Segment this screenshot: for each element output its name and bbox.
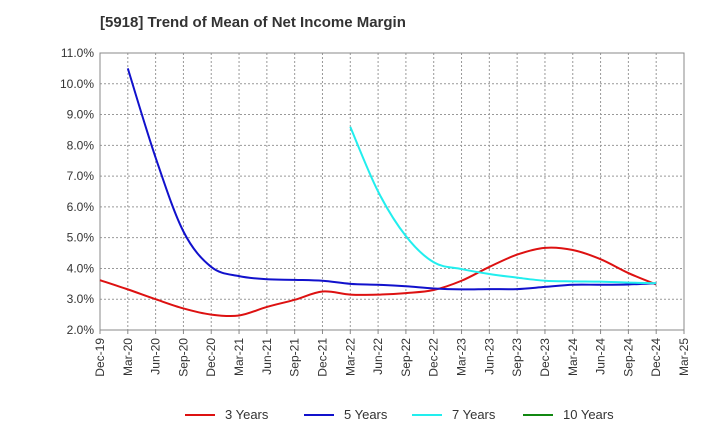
- x-tick-label: Jun-23: [482, 338, 496, 375]
- x-tick-label: Dec-19: [93, 338, 107, 377]
- legend-label-7-years: 7 Years: [452, 407, 496, 422]
- y-tick-label: 6.0%: [67, 200, 95, 214]
- y-tick-label: 9.0%: [67, 108, 95, 122]
- x-tick-label: Mar-21: [232, 338, 246, 376]
- grid-lines: [100, 53, 684, 330]
- legend-label-5-years: 5 Years: [344, 407, 388, 422]
- series-line-3-years: [99, 246, 657, 318]
- x-tick-label: Mar-24: [566, 338, 580, 376]
- chart-title: [5918] Trend of Mean of Net Income Margi…: [100, 14, 406, 31]
- x-tick-label: Jun-20: [149, 338, 163, 375]
- x-tick-label: Dec-23: [538, 338, 552, 377]
- x-tick-label: Jun-21: [260, 338, 274, 375]
- legend-label-10-years: 10 Years: [563, 407, 614, 422]
- x-tick-label: Dec-22: [427, 338, 441, 377]
- series-line-5-years: [126, 68, 657, 291]
- y-tick-label: 11.0%: [61, 46, 94, 60]
- axes: 2.0% 3.0% 4.0% 5.0% 6.0% 7.0% 8.0% 9.0% 10.0% 11.…: [60, 46, 691, 377]
- x-tick-label: Dec-21: [315, 338, 329, 377]
- x-tick-label: Jun-24: [594, 338, 608, 375]
- x-tick-label: Mar-22: [343, 338, 357, 376]
- y-tick-label: 4.0%: [67, 261, 95, 275]
- x-tick-label: Sep-23: [510, 338, 524, 377]
- plot-frame: [99, 52, 685, 331]
- x-tick-label: Mar-25: [677, 338, 691, 376]
- x-tick-label: Jun-22: [371, 338, 385, 375]
- y-tick-label: 5.0%: [67, 231, 95, 245]
- x-tick-label: Dec-24: [649, 338, 663, 377]
- legend: 3 Years 5 Years 7 Years 10 Years: [185, 407, 614, 422]
- x-tick-label: Sep-22: [399, 338, 413, 377]
- legend-label-3-years: 3 Years: [225, 407, 269, 422]
- series-line-7-years: [349, 126, 657, 285]
- y-tick-label: 10.0%: [60, 77, 94, 91]
- y-tick-label: 7.0%: [67, 169, 95, 183]
- x-tick-label: Sep-21: [288, 338, 302, 377]
- x-tick-label: Mar-20: [121, 338, 135, 376]
- x-tick-label: Sep-20: [176, 338, 190, 377]
- x-tick-label: Sep-24: [621, 338, 635, 377]
- y-tick-label: 8.0%: [67, 138, 95, 152]
- x-tick-label: Dec-20: [204, 338, 218, 377]
- y-tick-label: 2.0%: [67, 323, 95, 337]
- x-tick-label: Mar-23: [455, 338, 469, 376]
- series-lines: [99, 68, 657, 318]
- y-tick-label: 3.0%: [67, 292, 95, 306]
